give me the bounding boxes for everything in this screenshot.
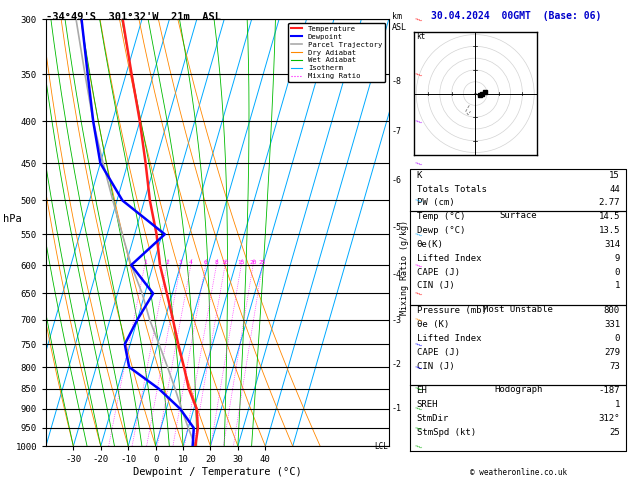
Text: \: \ [415, 424, 423, 432]
Text: PW (cm): PW (cm) [416, 198, 454, 208]
Text: θe (K): θe (K) [416, 320, 449, 329]
Text: K: K [416, 171, 422, 180]
Text: CIN (J): CIN (J) [416, 362, 454, 370]
Text: StmDir: StmDir [416, 414, 449, 423]
Text: -2: -2 [392, 360, 402, 369]
Text: 6: 6 [204, 260, 208, 265]
Text: \: \ [415, 118, 423, 125]
Text: CAPE (J): CAPE (J) [416, 348, 460, 357]
Text: 2: 2 [165, 260, 169, 265]
Text: 15: 15 [238, 260, 245, 265]
Text: 8: 8 [214, 260, 218, 265]
Text: © weatheronline.co.uk: © weatheronline.co.uk [470, 468, 567, 477]
Text: \: \ [415, 16, 423, 23]
Text: -7: -7 [392, 126, 402, 136]
Text: 25: 25 [610, 428, 620, 437]
Text: CAPE (J): CAPE (J) [416, 268, 460, 277]
Text: 3: 3 [179, 260, 182, 265]
Text: 20: 20 [249, 260, 257, 265]
Text: 314: 314 [604, 240, 620, 249]
Text: Lifted Index: Lifted Index [416, 334, 481, 343]
Text: hPa: hPa [3, 214, 22, 224]
Text: -6: -6 [392, 175, 402, 185]
Text: \: \ [415, 70, 423, 78]
Text: 279: 279 [604, 348, 620, 357]
Text: km
ASL: km ASL [392, 12, 407, 32]
Text: EH: EH [416, 386, 427, 396]
Text: Dewp (°C): Dewp (°C) [416, 226, 465, 235]
Text: 30.04.2024  00GMT  (Base: 06): 30.04.2024 00GMT (Base: 06) [431, 11, 601, 21]
Text: \: \ [415, 443, 423, 450]
Text: 312°: 312° [598, 414, 620, 423]
Text: -3: -3 [392, 316, 402, 325]
Text: Temp (°C): Temp (°C) [416, 212, 465, 221]
Text: -8: -8 [392, 77, 402, 86]
Text: -34°49'S  301°32'W  21m  ASL: -34°49'S 301°32'W 21m ASL [46, 12, 221, 22]
Text: Totals Totals: Totals Totals [416, 185, 486, 193]
Text: -4: -4 [392, 270, 402, 279]
Text: -5: -5 [392, 223, 402, 232]
Text: kt: kt [416, 32, 425, 41]
Text: CIN (J): CIN (J) [416, 281, 454, 290]
Text: 2.77: 2.77 [598, 198, 620, 208]
Text: \: \ [415, 290, 423, 297]
Text: \: \ [415, 316, 423, 323]
Text: Most Unstable: Most Unstable [483, 305, 554, 314]
Text: 73: 73 [610, 362, 620, 370]
Text: 1: 1 [615, 400, 620, 409]
Text: 14.5: 14.5 [598, 212, 620, 221]
Text: \: \ [415, 405, 423, 413]
Text: Pressure (mb): Pressure (mb) [416, 306, 486, 315]
Text: \: \ [415, 341, 423, 348]
Text: Surface: Surface [499, 211, 537, 220]
Text: 10: 10 [221, 260, 229, 265]
Text: 25: 25 [259, 260, 266, 265]
Legend: Temperature, Dewpoint, Parcel Trajectory, Dry Adiabat, Wet Adiabat, Isotherm, Mi: Temperature, Dewpoint, Parcel Trajectory… [288, 23, 385, 82]
Text: 1: 1 [143, 260, 147, 265]
Text: 800: 800 [604, 306, 620, 315]
Text: -187: -187 [598, 386, 620, 396]
Text: 1: 1 [615, 281, 620, 290]
Text: \: \ [415, 364, 423, 371]
Text: \: \ [415, 231, 423, 238]
Text: SREH: SREH [416, 400, 438, 409]
Text: 44: 44 [610, 185, 620, 193]
Text: 4: 4 [189, 260, 192, 265]
Text: StmSpd (kt): StmSpd (kt) [416, 428, 476, 437]
Text: LCL: LCL [374, 442, 388, 451]
Text: 9: 9 [615, 254, 620, 263]
Text: Mixing Ratio (g/kg): Mixing Ratio (g/kg) [400, 220, 409, 315]
X-axis label: Dewpoint / Temperature (°C): Dewpoint / Temperature (°C) [133, 467, 302, 477]
Text: 331: 331 [604, 320, 620, 329]
Text: -1: -1 [392, 404, 402, 413]
Text: θe(K): θe(K) [416, 240, 443, 249]
Text: 15: 15 [610, 171, 620, 180]
Text: 0: 0 [615, 334, 620, 343]
Text: Hodograph: Hodograph [494, 385, 542, 395]
Text: 13.5: 13.5 [598, 226, 620, 235]
Text: Lifted Index: Lifted Index [416, 254, 481, 263]
Text: \: \ [415, 159, 423, 167]
Text: 0: 0 [615, 268, 620, 277]
Text: \: \ [415, 385, 423, 392]
Text: \: \ [415, 261, 423, 269]
Text: \: \ [415, 197, 423, 204]
